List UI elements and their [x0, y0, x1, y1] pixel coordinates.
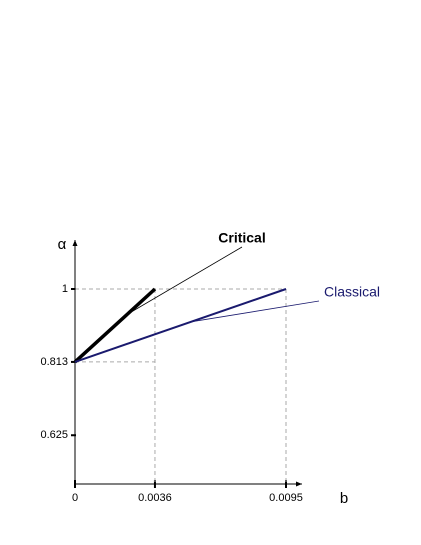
line-series	[73, 287, 157, 364]
x-tick-label: 0	[72, 492, 78, 504]
x-axis-arrow	[296, 481, 302, 487]
line-series	[74, 288, 287, 363]
annotation-leader	[126, 246, 243, 315]
x-tick-label: 0.0036	[138, 492, 172, 504]
series-label: Classical	[324, 284, 380, 300]
series-label: Critical	[218, 230, 265, 246]
y-tick-label: 0.813	[40, 356, 68, 368]
y-axis-arrow	[72, 240, 78, 246]
y-axis-label: α	[58, 236, 67, 253]
annotation-leader	[190, 300, 320, 323]
y-tick-label: 0.625	[40, 429, 68, 441]
y-tick-label: 1	[62, 283, 68, 295]
x-axis-label: b	[340, 490, 348, 507]
x-tick-label: 0.0095	[269, 492, 303, 504]
